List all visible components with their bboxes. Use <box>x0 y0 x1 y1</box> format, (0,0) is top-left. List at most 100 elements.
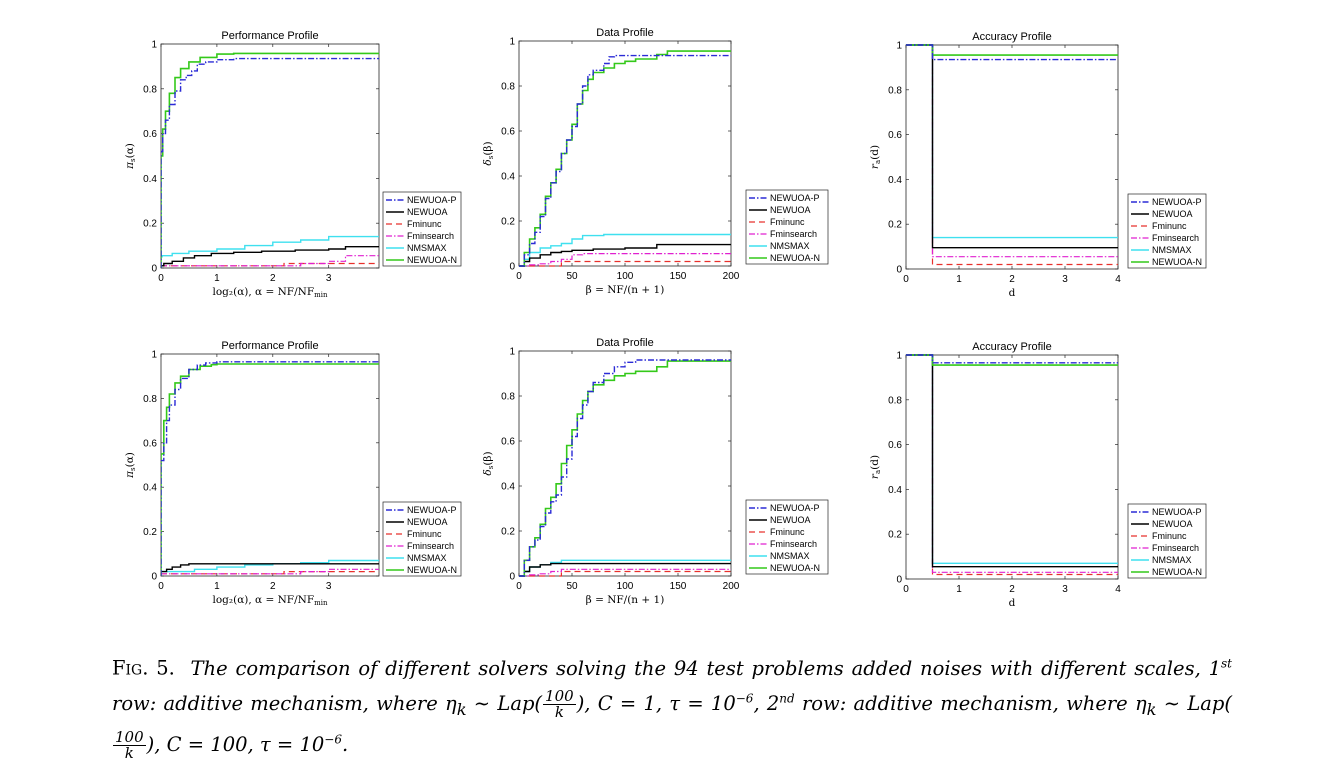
series-line-newuoa-p <box>906 354 1118 364</box>
chart-title: Accuracy Profile <box>972 341 1051 353</box>
y-tick-label: 0.4 <box>143 174 157 185</box>
legend-label: Fminsearch <box>770 229 817 239</box>
series-group <box>519 359 731 577</box>
caption-part: row: additive mechanism, where η <box>794 692 1147 715</box>
x-axis-label-main: log₂(α), α = NF/NF <box>212 286 314 298</box>
chart-panel-2: Data Profile 0 0.2 0.4 0.6 0.8 1 0 50 100 150 200 β … <box>482 27 829 296</box>
series-line-newuoa <box>161 563 379 573</box>
y-axis-label-main: r <box>869 473 881 479</box>
y-axis-label: δs(β) <box>482 141 495 165</box>
y-axis-label-tail: (β) <box>482 141 494 155</box>
legend: NEWUOA-P NEWUOA Fminunc Fminsearch NMSMAX NEW… <box>382 191 462 267</box>
x-axis-label-sub: min <box>314 599 328 607</box>
legend: NEWUOA-P NEWUOA Fminunc Fminsearch NMSMAX NEW… <box>745 189 829 265</box>
y-tick-label: 0 <box>509 262 515 273</box>
y-axis-label: πs(α) <box>124 452 137 479</box>
series-line-newuoa-p <box>906 44 1118 61</box>
caption-sup: st <box>1221 656 1232 670</box>
y-axis-label-tail: (d) <box>869 455 881 470</box>
legend-label: NEWUOA <box>407 517 448 527</box>
y-tick-label: 0.4 <box>501 482 515 493</box>
legend-label: Fminunc <box>1152 531 1187 541</box>
y-axis-label-sub: a <box>874 160 882 164</box>
legend-box <box>382 501 462 577</box>
legend-label: NEWUOA <box>770 515 811 525</box>
y-axis-label-sub: a <box>874 470 882 474</box>
legend-label: NEWUOA-N <box>770 253 820 263</box>
x-axis-label: d <box>1009 597 1016 609</box>
x-tick-label: 200 <box>723 271 740 282</box>
x-tick-label: 2 <box>1009 584 1015 595</box>
chart-title: Accuracy Profile <box>972 31 1051 43</box>
chart-title: Performance Profile <box>221 340 318 352</box>
x-tick-label: 0 <box>158 273 164 284</box>
y-tick-label: 0.4 <box>888 485 902 496</box>
series-line-newuoa-p <box>161 57 379 268</box>
caption-text: The comparison of different solvers solv… <box>112 656 1232 761</box>
y-tick-label: 0.8 <box>143 84 157 95</box>
y-tick-label: 0.8 <box>143 394 157 405</box>
caption-part: ∼ Lap( <box>1156 692 1232 715</box>
plot-area <box>518 40 732 267</box>
x-tick-label: 3 <box>1062 584 1068 595</box>
series-line-fminsearch <box>161 568 379 575</box>
y-tick-label: 0.2 <box>888 530 902 541</box>
y-tick-label: 0.8 <box>501 82 515 93</box>
y-axis-label-sub: s <box>129 467 137 471</box>
y-axis-label: ra(d) <box>869 145 882 169</box>
x-axis-label-sub: min <box>314 291 328 299</box>
x-tick-label: 2 <box>270 581 276 592</box>
chart-panel-3: Accuracy Profile 0 0.2 0.4 0.6 0.8 1 0 1 2 3 4 d ra(d… <box>869 31 1207 299</box>
y-tick-label: 0 <box>151 264 157 275</box>
legend-box <box>745 189 829 265</box>
caption-part: ), C = 1, τ = 10 <box>576 692 736 715</box>
fraction-denominator: k <box>554 703 564 721</box>
x-tick-label: 1 <box>956 274 962 285</box>
legend-label: NEWUOA-N <box>407 255 457 265</box>
legend: NEWUOA-P NEWUOA Fminunc Fminsearch NMSMAX NEW… <box>745 499 829 575</box>
y-tick-label: 1 <box>151 350 157 361</box>
chart-panel-1: Performance Profile 0 0.2 0.4 0.6 0.8 1 0 1 2 3 log… <box>124 30 462 299</box>
y-axis-label-sub: s <box>129 158 137 162</box>
legend-label: Fminunc <box>770 527 805 537</box>
y-tick-label: 0.8 <box>501 392 515 403</box>
caption-part: . <box>341 733 349 757</box>
legend-label: NEWUOA-N <box>407 565 457 575</box>
x-tick-label: 0 <box>516 581 522 592</box>
x-tick-label: 3 <box>326 273 332 284</box>
y-axis-label-main: r <box>869 163 881 169</box>
legend-label: NEWUOA-N <box>1152 567 1202 577</box>
series-line-newuoa-p <box>519 54 731 267</box>
x-axis-label: β = NF/(n + 1) <box>586 594 665 606</box>
x-tick-label: 0 <box>903 274 909 285</box>
x-axis-label: d <box>1009 287 1016 299</box>
caption-part: row: additive mechanism, where η <box>112 692 457 715</box>
legend-label: Fminunc <box>407 529 442 539</box>
caption-sup: −6 <box>735 691 754 706</box>
series-line-nmsmax <box>161 559 379 573</box>
y-tick-label: 1 <box>509 37 515 48</box>
legend: NEWUOA-P NEWUOA Fminunc Fminsearch NMSMAX NEW… <box>1127 503 1207 579</box>
y-axis-label-main: π <box>124 161 136 170</box>
y-axis-label-tail: (d) <box>869 145 881 160</box>
legend-label: NEWUOA-P <box>1152 507 1202 517</box>
series-line-newuoa-n <box>161 52 379 268</box>
legend-box <box>1127 193 1207 269</box>
series-line-newuoa-p <box>161 361 379 576</box>
x-tick-label: 100 <box>617 581 634 592</box>
series-group <box>906 354 1118 576</box>
caption-label: Fig. 5. <box>112 656 175 680</box>
y-tick-label: 1 <box>896 351 902 362</box>
chart-panel-6: Accuracy Profile 0 0.2 0.4 0.6 0.8 1 0 1 2 3 4 d ra(d… <box>869 341 1207 609</box>
x-axis-label: log₂(α), α = NF/NFmin <box>212 286 328 299</box>
y-tick-label: 0.6 <box>143 438 157 449</box>
legend-label: NMSMAX <box>770 551 810 561</box>
x-tick-label: 4 <box>1115 274 1121 285</box>
figure-caption: Fig. 5. The comparison of different solv… <box>112 648 1232 761</box>
legend-label: Fminsearch <box>1152 233 1199 243</box>
x-tick-label: 1 <box>214 273 220 284</box>
x-tick-label: 2 <box>1009 274 1015 285</box>
y-tick-label: 0.4 <box>501 172 515 183</box>
y-axis-label-tail: (β) <box>482 451 494 465</box>
x-tick-label: 0 <box>516 271 522 282</box>
